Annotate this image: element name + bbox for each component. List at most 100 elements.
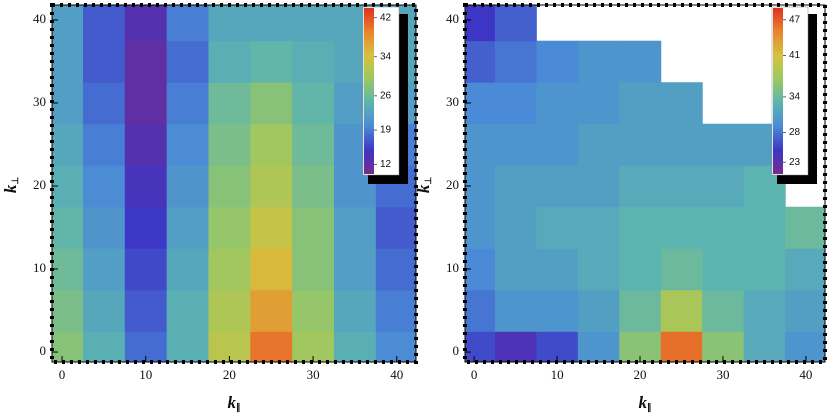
contour-cell — [785, 331, 825, 362]
frame-inner — [464, 4, 826, 363]
contour-cell — [619, 40, 662, 83]
contour-cell — [465, 248, 496, 291]
contour-cell — [292, 165, 335, 208]
contour-cell — [660, 206, 703, 249]
contour-cell — [577, 40, 620, 83]
contour-cell — [208, 123, 251, 166]
contour-cell — [743, 289, 786, 332]
contour-cell — [577, 123, 620, 166]
contour-cell — [465, 5, 496, 42]
contour-cell — [166, 289, 209, 332]
contour-cell — [124, 82, 168, 125]
y-tick-label: 10 — [33, 260, 46, 275]
x-axis-label-main: k — [228, 393, 237, 412]
contour-cell — [494, 82, 537, 125]
contour-cell — [208, 5, 251, 42]
contour-cell — [82, 165, 126, 208]
contour-cell — [536, 206, 579, 249]
colorbar-tick-label: 34 — [380, 51, 392, 62]
contour-cell — [124, 165, 168, 208]
contour-cell — [375, 206, 416, 249]
contour-cell — [52, 123, 84, 166]
contour-cell — [494, 123, 537, 166]
x-tick-label: 30 — [307, 367, 320, 382]
x-tick-label: 0 — [59, 367, 66, 382]
x-axis-label-main: k — [639, 393, 648, 412]
contour-cell — [577, 82, 620, 125]
x-tick-label: 10 — [551, 367, 564, 382]
contour-cell — [208, 40, 251, 83]
x-tick-label: 40 — [799, 367, 812, 382]
y-tick-label: 20 — [33, 177, 46, 192]
contour-cell — [785, 289, 825, 332]
contour-cell — [577, 206, 620, 249]
contour-cell — [52, 40, 84, 83]
y-axis-label: k⊥ — [1, 177, 20, 194]
x-axis-label: k∥ — [228, 393, 241, 413]
contour-cell — [785, 206, 825, 249]
contour-cell — [465, 331, 496, 362]
contour-cell — [166, 248, 209, 291]
colorbar-tick-label: 12 — [380, 159, 392, 170]
y-tick-label: 30 — [446, 94, 459, 109]
contour-cell — [250, 331, 293, 362]
contour-cell — [619, 82, 662, 125]
colorbar: 12 19 26 34 42 — [362, 6, 408, 184]
contour-cell — [166, 165, 209, 208]
contour-cell — [82, 206, 126, 249]
x-axis-label-sub: ∥ — [647, 402, 652, 413]
contour-cell — [333, 289, 377, 332]
contour-cell — [52, 5, 84, 42]
contour-cell — [494, 331, 537, 362]
y-tick-label: 20 — [446, 177, 459, 192]
contour-cell — [208, 206, 251, 249]
y-axis-label-main: k — [414, 184, 433, 193]
contour-cell — [292, 289, 335, 332]
colorbar-tick-label: 19 — [380, 125, 392, 136]
contour-cell — [465, 40, 496, 83]
contour-cell — [465, 206, 496, 249]
contour-cell — [465, 82, 496, 125]
contour-cell — [292, 82, 335, 125]
x-axis-label: k∥ — [639, 393, 652, 413]
contour-cell — [619, 248, 662, 291]
contour-cell — [52, 206, 84, 249]
contour-cell — [660, 248, 703, 291]
contour-cell — [577, 248, 620, 291]
colorbar-tick-label: 47 — [789, 14, 801, 25]
y-tick-label: 0 — [40, 343, 47, 358]
contour-cell — [208, 82, 251, 125]
contour-cell — [82, 40, 126, 83]
y-tick-label: 0 — [453, 343, 460, 358]
contour-cell — [52, 331, 84, 362]
contour-cell — [536, 289, 579, 332]
contour-cell — [494, 289, 537, 332]
contour-cell — [375, 289, 416, 332]
y-tick-label: 30 — [33, 94, 46, 109]
contour-cell — [52, 248, 84, 291]
contour-cell — [375, 331, 416, 362]
frame-inner — [51, 4, 417, 363]
colorbar-bar — [773, 8, 783, 174]
x-tick-label: 30 — [716, 367, 729, 382]
contour-cell — [250, 5, 293, 42]
contour-cell — [702, 165, 745, 208]
colorbar-tick-label: 26 — [380, 91, 392, 102]
contour-cell — [375, 248, 416, 291]
contour-cell — [82, 248, 126, 291]
contour-cell — [660, 289, 703, 332]
contour-cell — [124, 40, 168, 83]
contour-cell — [124, 248, 168, 291]
contour-cell — [465, 123, 496, 166]
contour-cell — [536, 248, 579, 291]
contour-cell — [333, 248, 377, 291]
contour-cell — [250, 123, 293, 166]
contour-cell — [577, 331, 620, 362]
colorbar: 23 28 34 41 47 — [771, 6, 817, 184]
contour-cell — [702, 123, 745, 166]
x-tick-label: 10 — [139, 367, 152, 382]
colorbar-tick-label: 34 — [789, 92, 801, 103]
y-tick-label: 40 — [446, 11, 459, 26]
contour-cell — [250, 206, 293, 249]
contour-cell — [124, 123, 168, 166]
